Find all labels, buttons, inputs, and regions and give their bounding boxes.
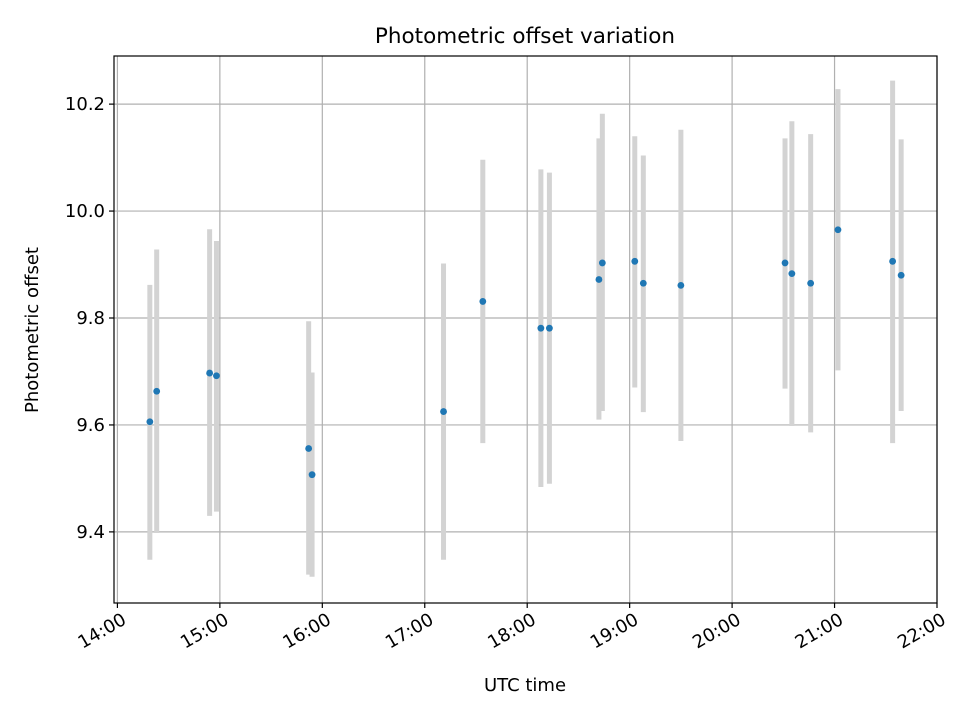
data-point — [598, 259, 606, 267]
x-axis-title: UTC time — [484, 675, 566, 696]
data-point — [479, 298, 487, 305]
y-tick-label: 10.2 — [65, 94, 105, 115]
data-point — [781, 259, 789, 267]
data-point — [305, 445, 313, 452]
y-tick-label: 9.8 — [76, 308, 105, 329]
data-point — [889, 257, 897, 265]
data-point — [206, 369, 214, 377]
data-point — [595, 276, 603, 283]
chart-title: Photometric offset variation — [375, 24, 675, 49]
data-point — [537, 324, 545, 332]
data-point — [897, 271, 905, 279]
y-axis-ticks: 9.4 9.6 9.8 10.0 10.2 — [65, 94, 114, 543]
data-point — [639, 279, 647, 287]
data-point — [153, 387, 161, 395]
data-point — [677, 281, 685, 289]
y-tick-label: 9.4 — [76, 522, 105, 543]
data-point — [807, 279, 815, 287]
plot-area-frame — [113, 55, 938, 604]
y-tick-label: 9.6 — [76, 415, 105, 436]
data-point — [308, 471, 316, 479]
data-point — [546, 324, 553, 332]
data-point — [146, 418, 154, 426]
data-point — [834, 226, 842, 234]
y-tick-label: 10.0 — [65, 201, 105, 222]
y-axis-title: Photometric offset — [22, 247, 43, 413]
data-point — [440, 408, 447, 415]
data-point — [631, 257, 639, 265]
data-point — [213, 372, 220, 380]
plot-area-background — [114, 56, 937, 603]
data-point — [788, 270, 796, 278]
data-points — [146, 226, 905, 479]
